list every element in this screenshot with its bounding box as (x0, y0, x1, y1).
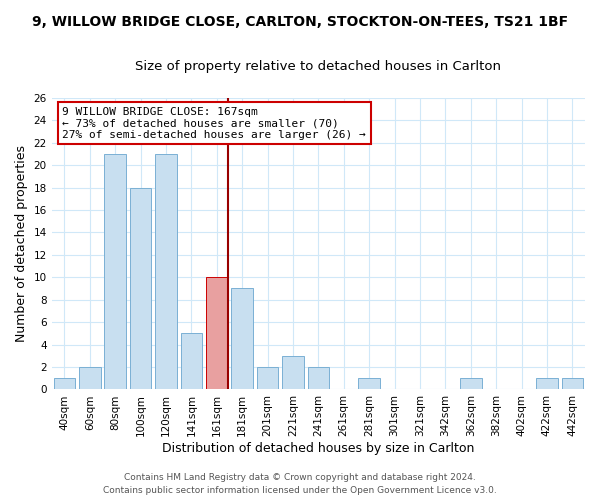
Title: Size of property relative to detached houses in Carlton: Size of property relative to detached ho… (136, 60, 502, 73)
Y-axis label: Number of detached properties: Number of detached properties (15, 145, 28, 342)
Bar (536, 378, 557, 390)
Bar (460, 378, 482, 390)
Bar (53, 378, 75, 390)
Bar (155, 154, 177, 390)
Bar (358, 378, 380, 390)
Text: 9 WILLOW BRIDGE CLOSE: 167sqm
← 73% of detached houses are smaller (70)
27% of s: 9 WILLOW BRIDGE CLOSE: 167sqm ← 73% of d… (62, 106, 366, 140)
Bar (562, 378, 583, 390)
Bar (130, 188, 151, 390)
Bar (308, 367, 329, 390)
Bar (206, 278, 227, 390)
Bar (79, 367, 101, 390)
Bar (181, 334, 202, 390)
Bar (104, 154, 126, 390)
Text: Contains HM Land Registry data © Crown copyright and database right 2024.
Contai: Contains HM Land Registry data © Crown c… (103, 474, 497, 495)
X-axis label: Distribution of detached houses by size in Carlton: Distribution of detached houses by size … (162, 442, 475, 455)
Bar (232, 288, 253, 390)
Bar (257, 367, 278, 390)
Text: 9, WILLOW BRIDGE CLOSE, CARLTON, STOCKTON-ON-TEES, TS21 1BF: 9, WILLOW BRIDGE CLOSE, CARLTON, STOCKTO… (32, 15, 568, 29)
Bar (282, 356, 304, 390)
